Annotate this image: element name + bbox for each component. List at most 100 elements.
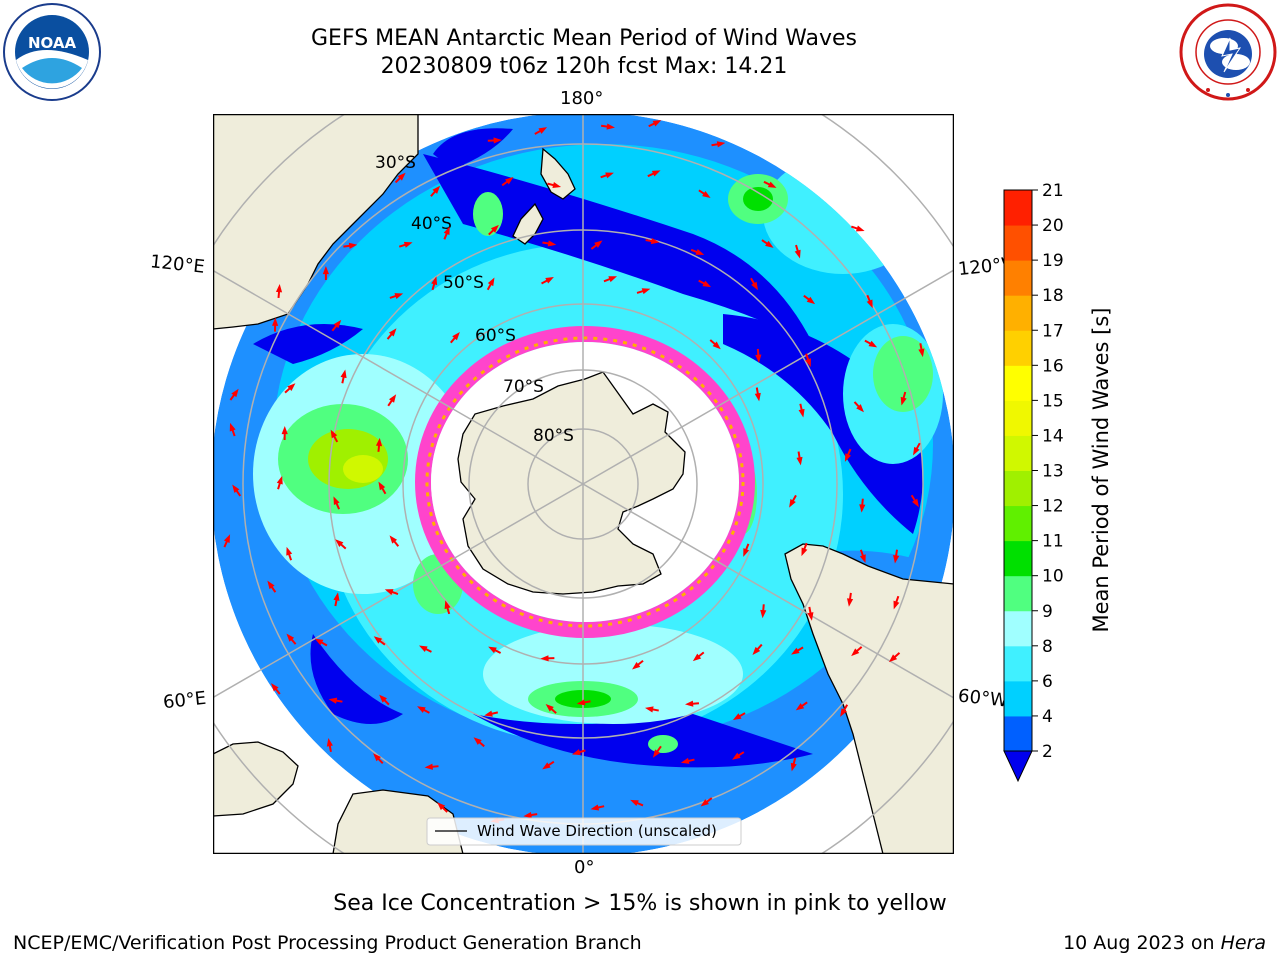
wind-wave-arrow-head [314, 638, 324, 646]
colorbar-block [1004, 190, 1032, 226]
wind-wave-arrow-head [378, 481, 386, 491]
lat-label-40s: 40°S [411, 214, 452, 234]
wind-wave-arrow-head [767, 181, 777, 188]
wind-wave-arrow-head [267, 580, 275, 590]
colorbar-block [1004, 330, 1032, 366]
wind-wave-arrow-head [866, 299, 873, 309]
wind-wave-arrow-head [791, 647, 800, 655]
lat-label-30s: 30°S [375, 153, 416, 173]
lat-label-80s: 80°S [533, 426, 574, 446]
wind-wave-arrow-head [542, 762, 551, 770]
lat-label-70s: 70°S [503, 377, 544, 397]
wind-wave-arrow-head [692, 653, 702, 662]
wind-wave-arrow-head [606, 123, 615, 130]
colorbar-block [1004, 610, 1032, 647]
wind-wave-arrow-head [732, 713, 742, 720]
wind-wave-arrow-head [340, 369, 347, 379]
noaa-logo: NOAA [2, 2, 102, 102]
wind-wave-arrow-head [287, 383, 296, 392]
wind-wave-arrow-head [488, 646, 497, 654]
wind-wave-arrow-head [751, 281, 758, 291]
wind-wave-arrow-head [806, 296, 816, 305]
colorbar-block [1004, 575, 1032, 612]
sea-ice-note: Sea Ice Concentration > 15% is shown in … [333, 891, 947, 916]
wind-wave-arrow-head [645, 706, 654, 713]
wind-wave-arrow-head [608, 276, 618, 283]
colorbar-tick-label: 21 [1042, 181, 1064, 201]
wind-wave-arrow-head [384, 589, 394, 595]
wind-wave-arrow-head [281, 426, 288, 435]
wind-wave-arrow-head [286, 633, 295, 642]
wind-wave-arrow-head [444, 600, 451, 610]
lon-label-120e: 120°E [149, 251, 206, 278]
colorbar-block [1004, 400, 1032, 436]
colorbar-tick-label: 8 [1042, 637, 1053, 657]
colorbar-tick-label: 4 [1042, 707, 1053, 727]
wind-wave-arrow-head [418, 645, 428, 652]
colorbar-block [1004, 645, 1032, 682]
host-label: Hera [1220, 932, 1266, 954]
wind-wave-arrow-head [630, 799, 639, 806]
wind-wave-arrow-head [452, 332, 460, 341]
colorbar-block [1004, 365, 1032, 401]
wind-wave-arrow-head [348, 242, 358, 249]
wind-wave-arrow-head [796, 456, 803, 466]
wind-wave-arrow-head [333, 319, 342, 329]
colorbar-tick-label: 16 [1042, 356, 1064, 376]
wind-wave-arrow-head [684, 700, 694, 707]
wind-wave-arrow-head [702, 190, 711, 199]
wind-wave-arrow-head [807, 612, 814, 621]
wind-wave-arrow-head [547, 240, 557, 247]
wind-wave-arrow-head [322, 265, 329, 275]
africa-landmass [213, 741, 299, 817]
wind-wave-arrow-head [712, 341, 721, 350]
wind-wave-arrow-head [276, 475, 283, 485]
lon-label-180: 180° [560, 88, 604, 109]
wind-wave-arrow-head [473, 737, 482, 745]
wind-wave-arrow-head [859, 504, 866, 513]
wind-wave-arrow-head [702, 280, 712, 288]
colorbar-tick-label: 9 [1042, 602, 1053, 622]
wind-wave-arrow-head [641, 288, 651, 295]
wind-wave-arrow-head [716, 141, 726, 148]
wind-wave-arrow-head [487, 277, 495, 287]
wind-wave-arrow-head [795, 703, 805, 711]
wind-wave-arrow-head [333, 592, 340, 601]
colorbar-block [1004, 225, 1032, 261]
wind-wave-arrow-head [545, 276, 554, 284]
wind-wave-arrow-head [389, 535, 398, 544]
wind-wave-arrow-head [855, 225, 865, 232]
wind-wave-arrow-head [394, 293, 404, 300]
wind-wave-arrow-head [432, 185, 441, 194]
wind-wave-arrow-head [397, 172, 406, 181]
wind-wave-arrow-head [275, 283, 283, 293]
colorbar-tick-label: 10 [1042, 567, 1064, 587]
wind-wave-arrow-head [545, 703, 554, 712]
wind-wave-arrow-head [328, 697, 338, 704]
wind-wave-arrow-head [743, 548, 750, 557]
wind-wave-arrow-head [846, 598, 854, 607]
wind-wave-arrow-head [223, 534, 231, 543]
wind-wave-arrow-head [632, 661, 641, 670]
colorbar-tick-label: 6 [1042, 672, 1053, 692]
antarctic-map: 30°S 40°S 50°S 60°S 70°S 80°S Wind Wave … [213, 114, 954, 854]
colorbar-tick-label: 11 [1042, 532, 1064, 552]
wind-wave-arrow-head [333, 496, 340, 506]
nws-logo [1178, 2, 1278, 102]
colorbar-block [1004, 260, 1032, 296]
wind-wave-arrow-head [893, 600, 900, 610]
wind-wave-arrow-head [388, 328, 397, 337]
colorbar-tick-label: 17 [1042, 321, 1064, 341]
wind-wave-arrow-head [652, 120, 662, 127]
wind-wave-arrow-head [700, 799, 709, 807]
wind-wave-arrow-head [789, 498, 796, 508]
wind-wave-arrow-head [590, 804, 600, 811]
wind-wave-arrow-head [272, 317, 279, 326]
wind-wave-arrow-head [798, 408, 805, 418]
colorbar-block [1004, 470, 1032, 507]
wind-wave-arrow-head [765, 240, 774, 248]
wind-wave-arrow-head [732, 752, 741, 760]
wind-wave-arrow-head [752, 646, 761, 656]
wind-wave-arrow-head [840, 708, 847, 717]
date-label: 10 Aug 2023 on [1063, 932, 1221, 954]
